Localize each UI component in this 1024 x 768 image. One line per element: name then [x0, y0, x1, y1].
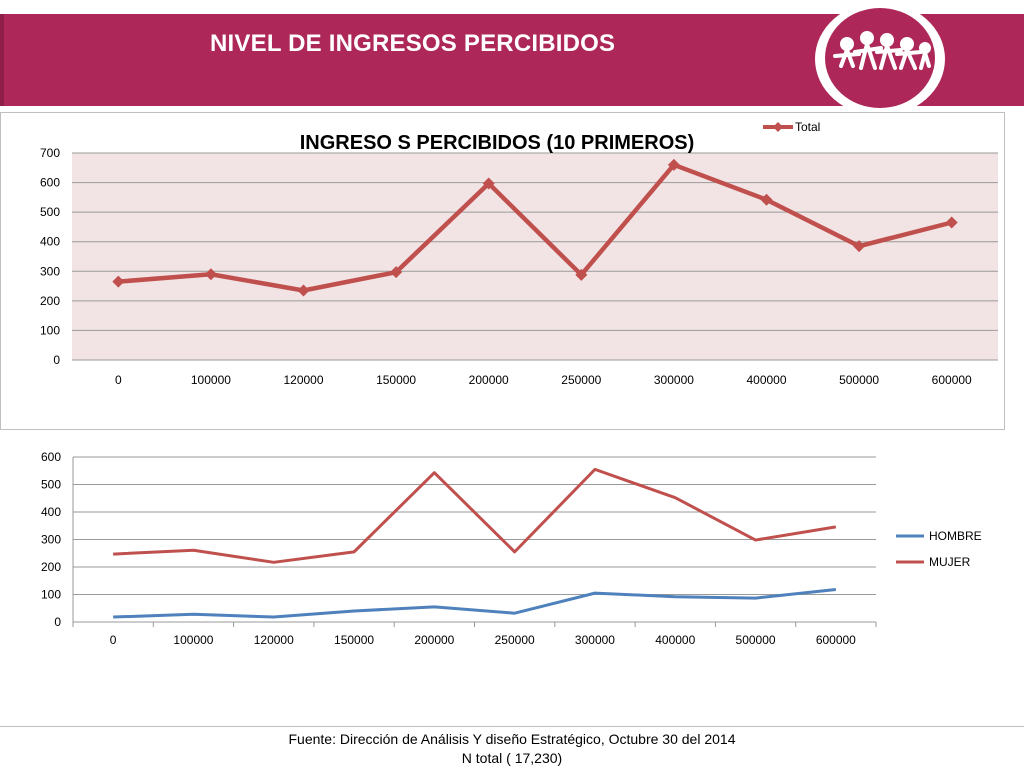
x-tick-label: 100000 — [173, 633, 213, 647]
x-tick-label: 300000 — [575, 633, 615, 647]
x-tick-label: 200000 — [469, 373, 509, 387]
data-point — [204, 268, 217, 281]
y-tick-label: 0 — [53, 353, 60, 367]
y-tick-label: 300 — [41, 533, 61, 547]
footer: Fuente: Dirección de Análisis Y diseño E… — [0, 726, 1024, 768]
x-tick-label: 200000 — [414, 633, 454, 647]
y-tick-label: 200 — [40, 294, 60, 308]
total-chart-frame: 0 100 200 300 400 500 600 700 0 100000 120000 1500… — [0, 112, 1005, 430]
x-tick-label: 120000 — [283, 373, 323, 387]
y-tick-label: 500 — [41, 478, 61, 492]
x-tick-label: 600000 — [932, 373, 972, 387]
page-title: NIVEL DE INGRESOS PERCIBIDOS — [210, 30, 616, 57]
legend-label: MUJER — [929, 555, 971, 569]
data-point — [297, 284, 310, 297]
series-line-total — [118, 162, 953, 293]
plot-background — [72, 153, 998, 360]
x-tick-label: 400000 — [655, 633, 695, 647]
x-tick-label: 250000 — [561, 373, 601, 387]
legend-label: HOMBRE — [929, 529, 982, 543]
y-tick-label: 600 — [40, 176, 60, 190]
gender-line-chart: 0 100 200 300 400 500 600 0 100000 120000 150000 2… — [41, 450, 982, 647]
chart-title: INGRESO S PERCIBIDOS (10 PRIMEROS) — [300, 132, 695, 154]
data-point — [760, 193, 773, 206]
series-line-mujer — [113, 467, 837, 564]
data-point — [945, 216, 958, 229]
total-count: N total ( 17,230) — [461, 750, 563, 766]
x-tick-label: 120000 — [254, 633, 294, 647]
data-point — [482, 177, 495, 190]
x-tick-label: 150000 — [376, 373, 416, 387]
legend: Total — [763, 120, 820, 134]
x-tick-label: 400000 — [746, 373, 786, 387]
x-tick-label: 250000 — [495, 633, 535, 647]
y-tick-label: 600 — [41, 450, 61, 464]
logo — [825, 8, 935, 108]
y-tick-label: 400 — [41, 505, 61, 519]
series-line-hombre — [113, 588, 837, 619]
x-tick-label: 500000 — [736, 633, 776, 647]
legend: HOMBRE MUJER — [896, 529, 982, 569]
y-tick-label: 100 — [40, 323, 60, 337]
x-tick-label: 150000 — [334, 633, 374, 647]
y-tick-label: 0 — [54, 615, 61, 629]
x-tick-label: 0 — [115, 373, 122, 387]
x-tick-label: 100000 — [191, 373, 231, 387]
x-tick-label: 600000 — [816, 633, 856, 647]
y-tick-label: 200 — [41, 560, 61, 574]
y-tick-label: 300 — [40, 264, 60, 278]
data-point — [853, 240, 866, 253]
header-edge — [0, 14, 4, 106]
data-point — [112, 275, 125, 288]
data-point — [575, 268, 588, 281]
legend-marker — [773, 122, 783, 132]
x-tick-label: 500000 — [839, 373, 879, 387]
data-point — [390, 266, 403, 279]
x-tick-label: 0 — [110, 633, 117, 647]
x-tick-label: 300000 — [654, 373, 694, 387]
dancing-people-logo-icon — [833, 31, 931, 70]
source-note: Fuente: Dirección de Análisis Y diseño E… — [288, 731, 736, 747]
total-line-chart: 0 100 200 300 400 500 600 700 0 100000 120000 1500… — [40, 120, 998, 387]
y-tick-label: 100 — [41, 588, 61, 602]
legend-label: Total — [795, 120, 820, 134]
y-tick-label: 700 — [40, 146, 60, 160]
y-tick-label: 400 — [40, 235, 60, 249]
data-point — [667, 158, 680, 171]
y-tick-label: 500 — [40, 205, 60, 219]
